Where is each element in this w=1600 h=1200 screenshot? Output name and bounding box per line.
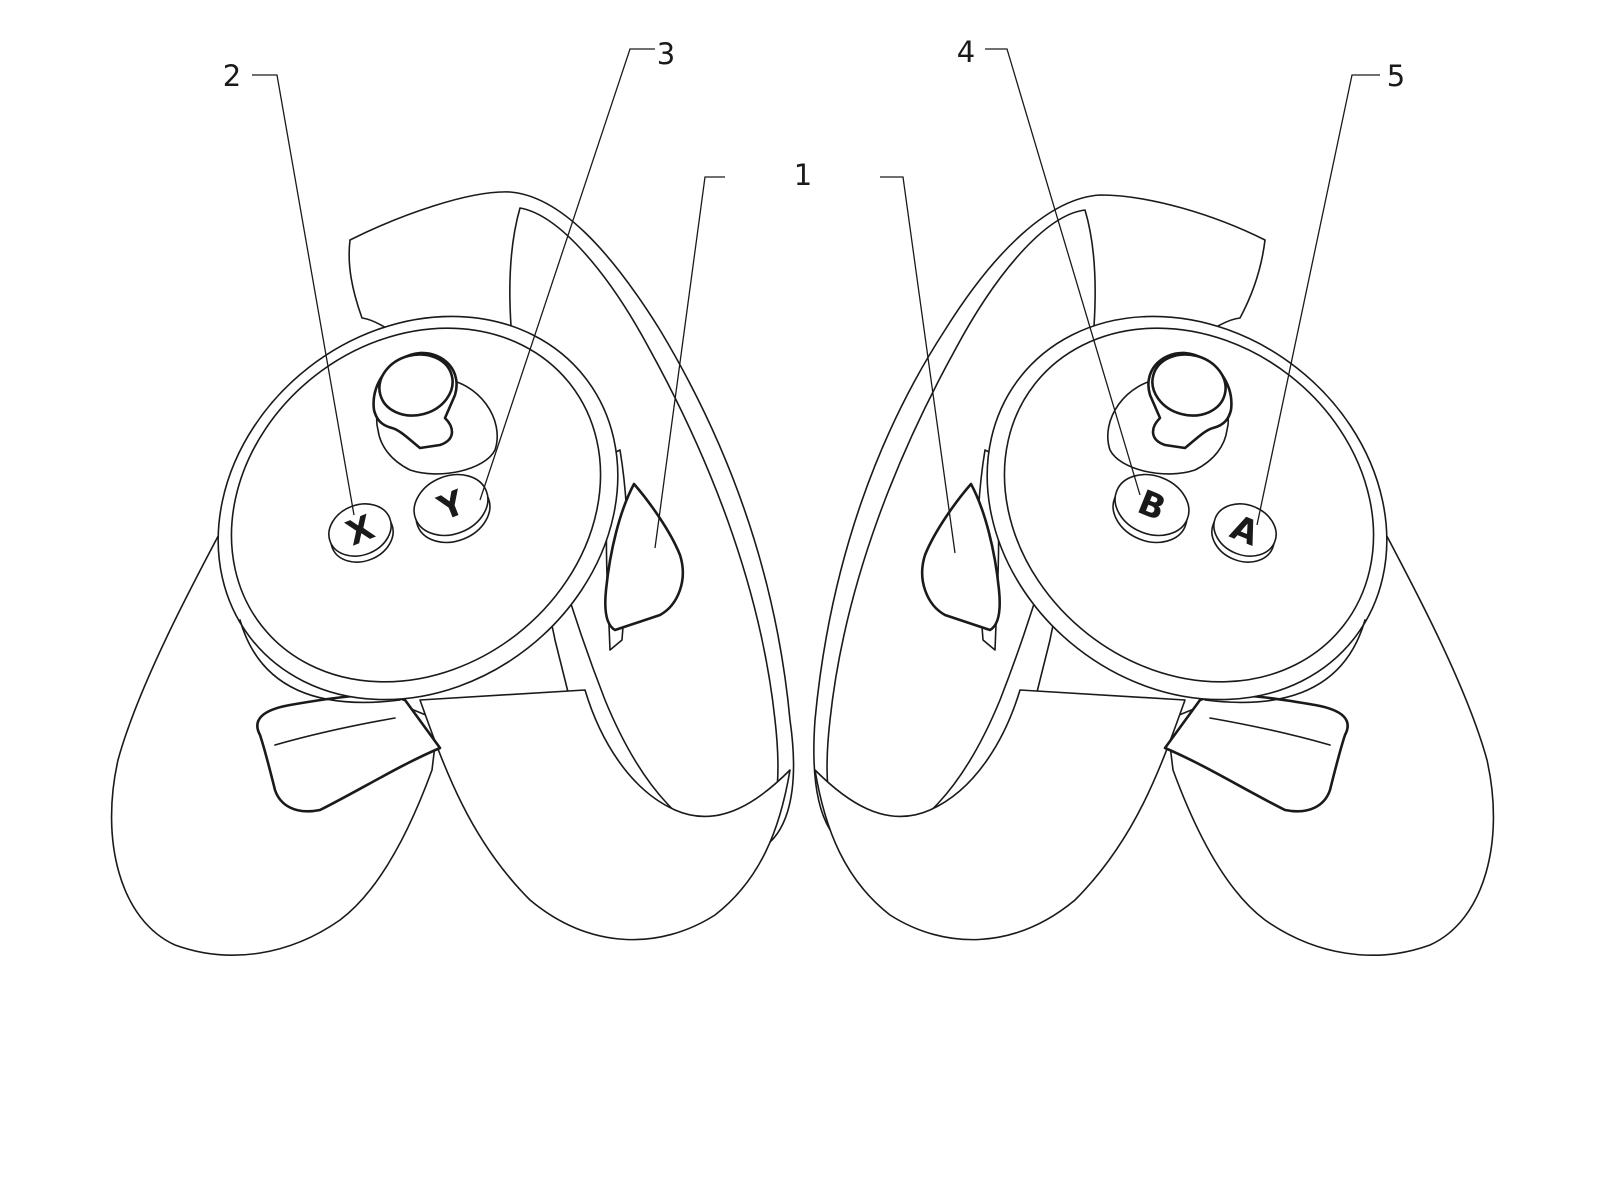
b-button[interactable]: B	[1104, 464, 1198, 553]
x-button[interactable]: X	[321, 495, 401, 571]
left-thumbstick	[372, 351, 498, 475]
leader-2	[252, 74, 355, 516]
callout-2: 2	[223, 59, 241, 93]
callout-1: 1	[794, 158, 812, 192]
a-button[interactable]: A	[1204, 495, 1284, 571]
right-controller: B A	[813, 194, 1495, 956]
callout-5: 5	[1387, 59, 1405, 93]
leader-1-left	[654, 176, 725, 549]
left-grip-button	[256, 694, 442, 813]
leader-5	[1256, 74, 1380, 526]
left-controller: X Y	[110, 191, 795, 956]
right-grip-button	[1163, 694, 1349, 813]
callout-4: 4	[957, 35, 975, 69]
leader-4	[985, 48, 1141, 496]
callout-numbers: 1 2 3 4 5	[223, 35, 1405, 192]
y-button[interactable]: Y	[405, 464, 499, 553]
callout-3: 3	[657, 37, 675, 71]
leader-3	[479, 48, 655, 501]
callout-leaders	[252, 48, 1380, 554]
leader-1-right	[880, 176, 956, 554]
right-thumbstick	[1107, 351, 1233, 475]
